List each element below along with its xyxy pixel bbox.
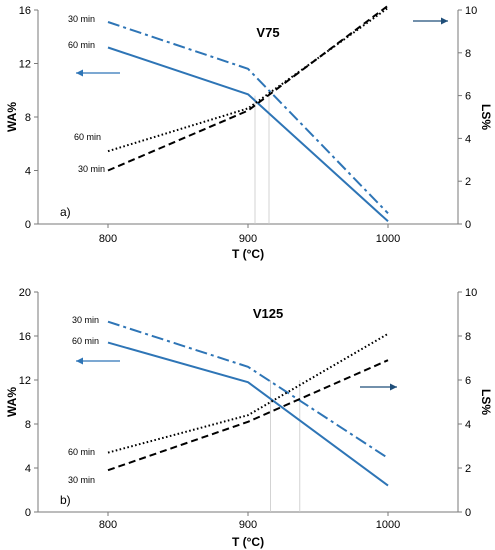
x-tick-label: 1000 <box>376 233 400 245</box>
y2-tick-label: 2 <box>465 176 471 188</box>
y-tick-label: 20 <box>19 287 31 299</box>
y2-tick-label: 0 <box>465 219 471 231</box>
series-line-wa-solid <box>107 46 389 223</box>
x-tick-label: 800 <box>99 519 117 531</box>
series-line-wa-dashdot <box>107 320 389 459</box>
y-tick-label: 8 <box>25 419 31 431</box>
y2-tick-label: 8 <box>465 48 471 60</box>
series-line-ls-dashed <box>107 4 389 172</box>
y-tick-label: 16 <box>19 5 31 17</box>
series-label: 60 min <box>74 132 101 142</box>
y2-axis-label: LS% <box>479 104 493 130</box>
y2-axis-label: LS% <box>479 389 493 415</box>
y-tick-label: 4 <box>25 166 31 178</box>
panel-label: b) <box>60 493 71 507</box>
series-line-wa-solid <box>107 341 389 487</box>
x-axis-label: T (°C) <box>232 535 264 549</box>
x-tick-label: 1000 <box>376 519 400 531</box>
axis-arrow-head <box>390 383 397 391</box>
y-axis-label: WA% <box>5 102 19 132</box>
series-label: 30 min <box>72 315 99 325</box>
y-tick-label: 0 <box>25 219 31 231</box>
y-tick-label: 12 <box>19 375 31 387</box>
y2-tick-label: 6 <box>465 91 471 103</box>
y2-tick-label: 8 <box>465 331 471 343</box>
x-tick-label: 900 <box>239 233 257 245</box>
y-tick-label: 12 <box>19 59 31 71</box>
series-label: 60 min <box>68 40 95 50</box>
y2-tick-label: 10 <box>465 5 477 17</box>
panel-label: a) <box>60 205 71 219</box>
y-tick-label: 8 <box>25 112 31 124</box>
y-tick-label: 16 <box>19 331 31 343</box>
y2-tick-label: 0 <box>465 507 471 519</box>
axis-arrow-head <box>441 17 448 25</box>
series-label: 60 min <box>72 336 99 346</box>
axis-arrow-head <box>76 357 83 365</box>
axis-arrow-head <box>76 69 83 77</box>
y2-tick-label: 6 <box>465 375 471 387</box>
series-label: 30 min <box>78 164 105 174</box>
y-tick-label: 4 <box>25 463 31 475</box>
y2-tick-label: 2 <box>465 463 471 475</box>
x-tick-label: 900 <box>239 519 257 531</box>
x-tick-label: 800 <box>99 233 117 245</box>
series-label: 30 min <box>68 14 95 24</box>
series-label: 60 min <box>68 447 95 457</box>
y-axis-label: WA% <box>5 387 19 417</box>
series-line-wa-dashdot <box>107 21 389 214</box>
y2-tick-label: 4 <box>465 419 471 431</box>
series-line-ls-dotted <box>107 332 389 454</box>
x-axis-label: T (°C) <box>232 247 264 261</box>
y-tick-label: 0 <box>25 507 31 519</box>
panel-title: V75 <box>256 25 279 40</box>
series-line-ls-dashed <box>107 359 389 472</box>
y2-tick-label: 10 <box>465 287 477 299</box>
series-label: 30 min <box>68 475 95 485</box>
panel-title: V125 <box>253 306 283 321</box>
series-line-ls-dotted <box>107 7 389 153</box>
y2-tick-label: 4 <box>465 133 471 145</box>
